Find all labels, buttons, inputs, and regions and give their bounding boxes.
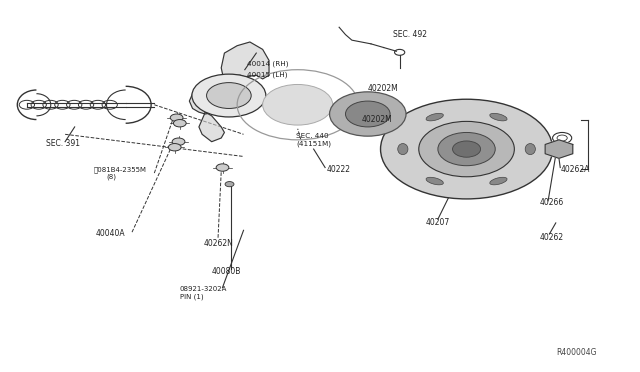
Text: 40207: 40207: [425, 218, 449, 227]
Circle shape: [445, 165, 456, 172]
Ellipse shape: [490, 177, 507, 185]
Circle shape: [452, 141, 481, 157]
Text: 40202M: 40202M: [368, 84, 399, 93]
Circle shape: [345, 126, 354, 131]
Text: SEC. 440: SEC. 440: [296, 133, 329, 139]
Circle shape: [550, 144, 568, 154]
Circle shape: [381, 99, 552, 199]
Ellipse shape: [490, 113, 507, 121]
Circle shape: [346, 101, 390, 127]
Circle shape: [334, 106, 343, 111]
Circle shape: [262, 84, 333, 125]
Circle shape: [170, 114, 183, 121]
Text: SEC. 492: SEC. 492: [394, 30, 428, 39]
Text: PIN (1): PIN (1): [180, 294, 204, 300]
Text: 40262A: 40262A: [561, 165, 590, 174]
Text: 40266: 40266: [540, 198, 564, 207]
Ellipse shape: [426, 177, 444, 185]
Circle shape: [192, 74, 266, 117]
Circle shape: [364, 94, 372, 99]
Circle shape: [488, 160, 499, 167]
Text: 40222: 40222: [326, 165, 350, 174]
Polygon shape: [189, 75, 256, 114]
Ellipse shape: [426, 113, 444, 121]
Text: Ⓐ081B4-2355M: Ⓐ081B4-2355M: [94, 166, 147, 173]
Text: SEC. 391: SEC. 391: [46, 139, 80, 148]
Text: 08921-3202A: 08921-3202A: [180, 286, 227, 292]
Ellipse shape: [397, 144, 408, 155]
Circle shape: [392, 106, 401, 111]
Circle shape: [438, 132, 495, 166]
Circle shape: [381, 126, 390, 131]
Text: (41151M): (41151M): [296, 140, 332, 147]
Circle shape: [207, 83, 251, 109]
Circle shape: [419, 121, 515, 177]
Circle shape: [285, 97, 310, 112]
Text: R400004G: R400004G: [556, 348, 596, 357]
Circle shape: [168, 144, 181, 151]
Circle shape: [424, 143, 436, 150]
Text: 40262: 40262: [540, 233, 564, 242]
Text: 40080B: 40080B: [212, 267, 241, 276]
Circle shape: [330, 92, 406, 136]
Text: 40040A: 40040A: [96, 229, 125, 238]
Circle shape: [172, 138, 185, 145]
Text: 40262N: 40262N: [204, 239, 233, 248]
Polygon shape: [221, 42, 269, 83]
Circle shape: [225, 182, 234, 187]
Circle shape: [454, 125, 465, 131]
Circle shape: [173, 119, 186, 127]
Text: (8): (8): [106, 173, 116, 180]
Circle shape: [216, 164, 229, 171]
Text: 40015 (LH): 40015 (LH): [246, 72, 287, 78]
Text: 40202M: 40202M: [362, 115, 392, 124]
Circle shape: [493, 135, 505, 142]
Polygon shape: [545, 140, 573, 158]
Polygon shape: [199, 112, 225, 142]
Ellipse shape: [525, 144, 536, 155]
Text: 40014 (RH): 40014 (RH): [246, 61, 288, 67]
